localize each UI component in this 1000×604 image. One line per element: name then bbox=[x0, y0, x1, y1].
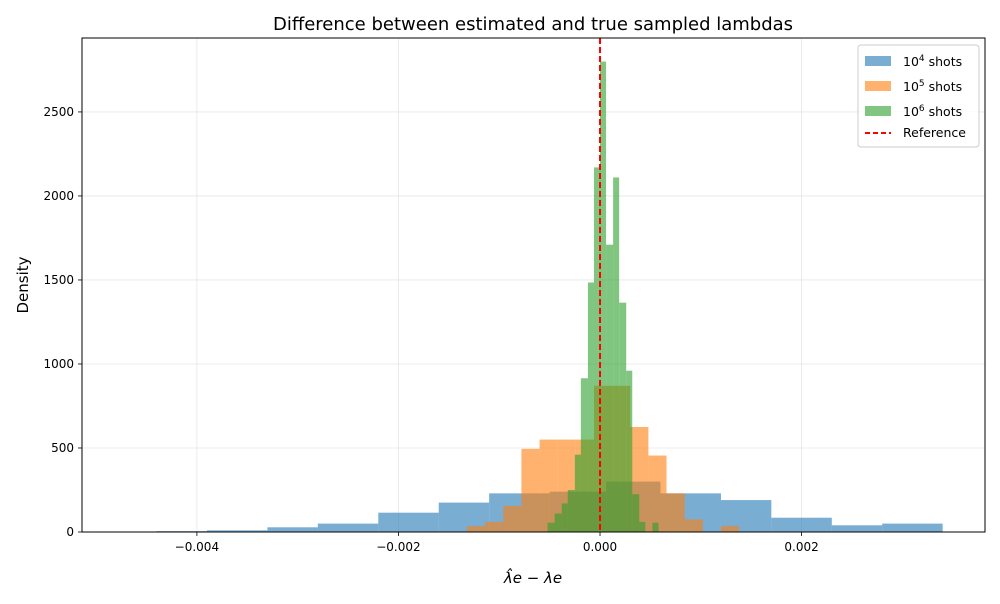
histogram-bar bbox=[485, 521, 504, 532]
y-tick-label: 2000 bbox=[43, 189, 74, 203]
x-tick-label: 0.002 bbox=[784, 540, 818, 554]
bars-layer bbox=[96, 61, 943, 533]
histogram-bar bbox=[632, 494, 640, 532]
histogram-bar bbox=[503, 505, 522, 532]
legend-reference-label: Reference bbox=[903, 125, 966, 140]
series-6-bars bbox=[547, 61, 659, 533]
histogram-bar bbox=[613, 177, 620, 532]
histogram-bar bbox=[317, 523, 379, 532]
histogram-bar bbox=[652, 522, 659, 532]
histogram-bar bbox=[619, 302, 627, 532]
y-tick-label: 500 bbox=[51, 441, 74, 455]
x-tick-label: −0.004 bbox=[175, 540, 219, 554]
histogram-bar bbox=[639, 521, 646, 532]
histogram-bar bbox=[574, 454, 581, 532]
histogram-bar bbox=[648, 455, 667, 532]
histogram-bar bbox=[684, 519, 703, 532]
plot-frame bbox=[81, 37, 986, 533]
histogram-bar bbox=[593, 167, 601, 532]
legend-label: 106 shots bbox=[903, 104, 962, 119]
histogram-bar bbox=[539, 439, 558, 532]
histogram-bar bbox=[554, 513, 562, 532]
x-axis-title-text: λ̂e − λe bbox=[503, 567, 562, 587]
axis-layer: −0.004 −0.002 0.000 0.002 0 500 1000 1500 2000 25… bbox=[43, 105, 818, 554]
histogram-bar bbox=[378, 512, 439, 532]
legend-label: 104 shots bbox=[903, 54, 962, 69]
histogram-bar bbox=[882, 523, 943, 532]
histogram-bar bbox=[587, 282, 594, 532]
y-tick-label: 0 bbox=[66, 525, 74, 539]
histogram-bar bbox=[831, 525, 883, 532]
x-tick-label: −0.002 bbox=[376, 540, 420, 554]
legend-box bbox=[857, 44, 980, 148]
histogram-bar bbox=[666, 493, 685, 532]
y-tick-label: 2500 bbox=[43, 105, 74, 119]
histogram-bar bbox=[600, 61, 607, 533]
histogram-bar bbox=[547, 522, 555, 532]
histogram-bar bbox=[521, 448, 540, 532]
histogram-bar bbox=[720, 526, 740, 532]
histogram-bar bbox=[206, 530, 268, 532]
y-tick-label: 1500 bbox=[43, 273, 74, 287]
histogram-bar bbox=[267, 527, 318, 532]
y-axis-title: Density bbox=[14, 256, 32, 313]
chart-title: Difference between estimated and true sa… bbox=[273, 14, 793, 35]
histogram-bar bbox=[771, 517, 832, 532]
legend-swatch bbox=[865, 106, 891, 116]
histogram-bar bbox=[567, 489, 575, 532]
histogram-bar bbox=[626, 370, 633, 532]
y-tick-label: 1000 bbox=[43, 357, 74, 371]
legend-label: 105 shots bbox=[903, 79, 962, 94]
legend: 104 shots 105 shots 106 shots Reference bbox=[857, 44, 980, 148]
histogram-bar bbox=[466, 526, 486, 532]
histogram-bar bbox=[561, 503, 568, 532]
legend-swatch bbox=[865, 81, 891, 91]
x-tick-label: 0.000 bbox=[583, 540, 617, 554]
legend-swatch bbox=[865, 56, 891, 66]
x-axis-title: λ̂e − λe bbox=[503, 567, 562, 587]
histogram-bar bbox=[606, 244, 614, 532]
histogram-bar bbox=[580, 378, 588, 532]
